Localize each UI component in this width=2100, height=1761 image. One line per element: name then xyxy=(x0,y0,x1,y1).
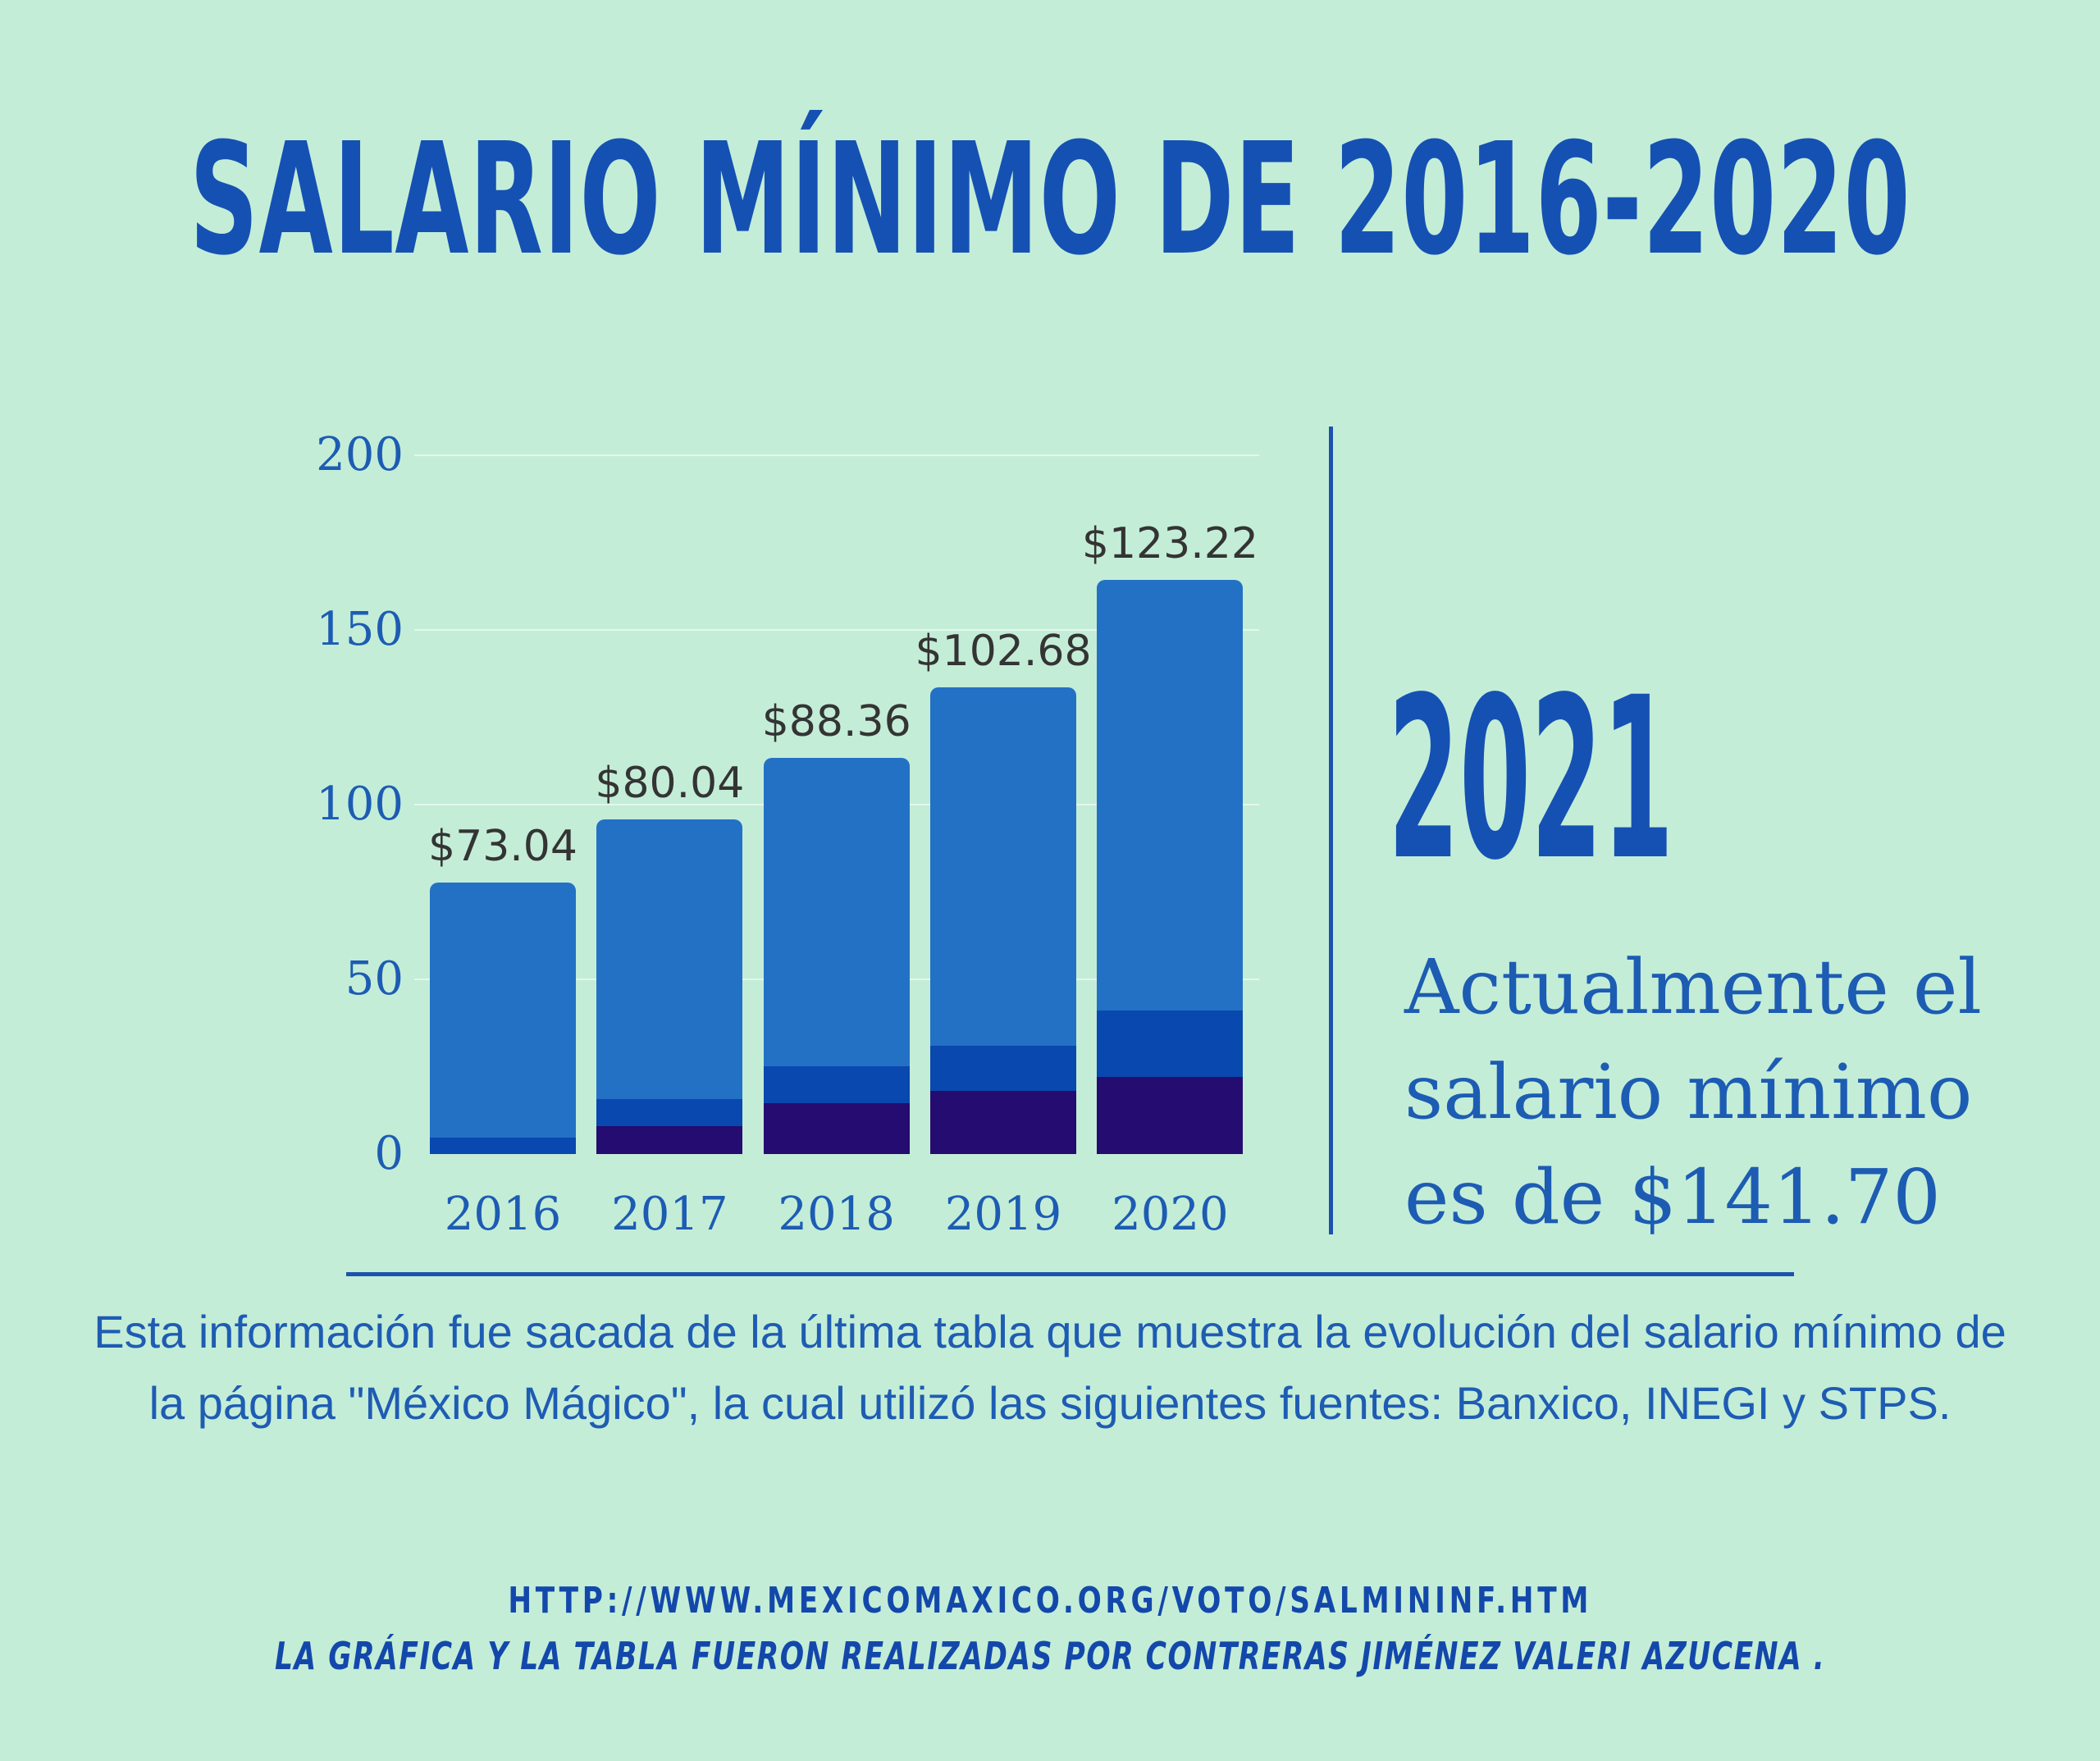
horizontal-divider-line xyxy=(346,1272,1794,1276)
y-tick-label-0: 0 xyxy=(374,1127,404,1180)
gridline-200 xyxy=(414,454,1259,456)
bar-2016-segmento-medio-azul xyxy=(430,1137,576,1154)
bar-2017-salario-minimo-azul-claro xyxy=(596,819,743,1100)
bar-2019-segmento-medio-azul xyxy=(930,1045,1077,1092)
bar-value-label-2018: $88.36 xyxy=(761,696,911,746)
bar-2017 xyxy=(596,819,743,1154)
bar-value-label-2019: $102.68 xyxy=(915,626,1092,676)
bar-2018-segmento-inferior-morado xyxy=(763,1102,910,1154)
bar-2019 xyxy=(930,687,1077,1154)
y-tick-label-150: 150 xyxy=(316,603,404,656)
side-panel-year: 2021 xyxy=(1388,650,1674,910)
bar-2019-salario-minimo-azul-claro xyxy=(930,687,1077,1046)
x-axis-label-2017: 2017 xyxy=(611,1188,728,1241)
bar-value-label-2016: $73.04 xyxy=(428,821,578,871)
bar-2018-segmento-medio-azul xyxy=(763,1066,910,1103)
x-axis-label-2020: 2020 xyxy=(1112,1188,1229,1241)
source-paragraph-line-1: Esta información fue sacada de la última… xyxy=(94,1306,2006,1357)
page-title: SALARIO MÍNIMO DE 2016-2020 xyxy=(189,110,1911,290)
bar-2018-salario-minimo-azul-claro xyxy=(763,757,910,1067)
y-tick-label-200: 200 xyxy=(316,428,404,481)
credit-line: LA GRÁFICA Y LA TABLA FUERON REALIZADAS … xyxy=(274,1634,1826,1678)
source-url: HTTP://WWW.MEXICOMAXICO.ORG/VOTO/SALMINI… xyxy=(508,1580,1592,1622)
side-panel-line-3: es de $141.70 xyxy=(1404,1153,1941,1241)
bar-2019-segmento-inferior-morado xyxy=(930,1091,1077,1154)
bar-2020-segmento-medio-azul xyxy=(1097,1011,1244,1078)
side-panel-line-2: salario mínimo xyxy=(1404,1048,1973,1136)
bar-2018 xyxy=(763,757,910,1154)
vertical-divider-line xyxy=(1329,427,1333,1234)
source-paragraph-line-2: la página "México Mágico", la cual utili… xyxy=(148,1377,1952,1429)
page-title-container: SALARIO MÍNIMO DE 2016-2020 xyxy=(0,123,2100,277)
source-paragraph: Esta información fue sacada de la última… xyxy=(0,1296,2100,1439)
y-tick-label-100: 100 xyxy=(316,778,404,831)
source-url-container: HTTP://WWW.MEXICOMAXICO.ORG/VOTO/SALMINI… xyxy=(0,1580,2100,1623)
bar-2016 xyxy=(430,882,576,1154)
bar-2020-segmento-inferior-morado xyxy=(1097,1077,1244,1154)
side-panel-line-1: Actualmente el xyxy=(1404,943,1982,1031)
x-axis-label-2019: 2019 xyxy=(944,1188,1062,1241)
bar-2017-segmento-medio-azul xyxy=(596,1099,743,1126)
gridline-150 xyxy=(414,629,1259,631)
bar-2017-segmento-inferior-morado xyxy=(596,1125,743,1154)
y-tick-label-50: 50 xyxy=(345,952,404,1006)
bar-2020 xyxy=(1097,580,1244,1154)
bar-2020-salario-minimo-azul-claro xyxy=(1097,580,1244,1011)
bar-value-label-2017: $80.04 xyxy=(595,759,745,809)
bar-chart: 0 50 100 150 200 $73.04 $80.04 $88.36 $102.68 $12… xyxy=(316,428,1259,1180)
credit-line-container: LA GRÁFICA Y LA TABLA FUERON REALIZADAS … xyxy=(0,1634,2100,1679)
x-axis-label-2016: 2016 xyxy=(444,1188,562,1241)
x-axis-label-2018: 2018 xyxy=(778,1188,895,1241)
bar-value-label-2020: $123.22 xyxy=(1081,519,1258,569)
bar-2016-salario-minimo-azul-claro xyxy=(430,882,576,1138)
side-panel-text: Actualmente el salario mínimo es de $141… xyxy=(1404,935,1982,1250)
